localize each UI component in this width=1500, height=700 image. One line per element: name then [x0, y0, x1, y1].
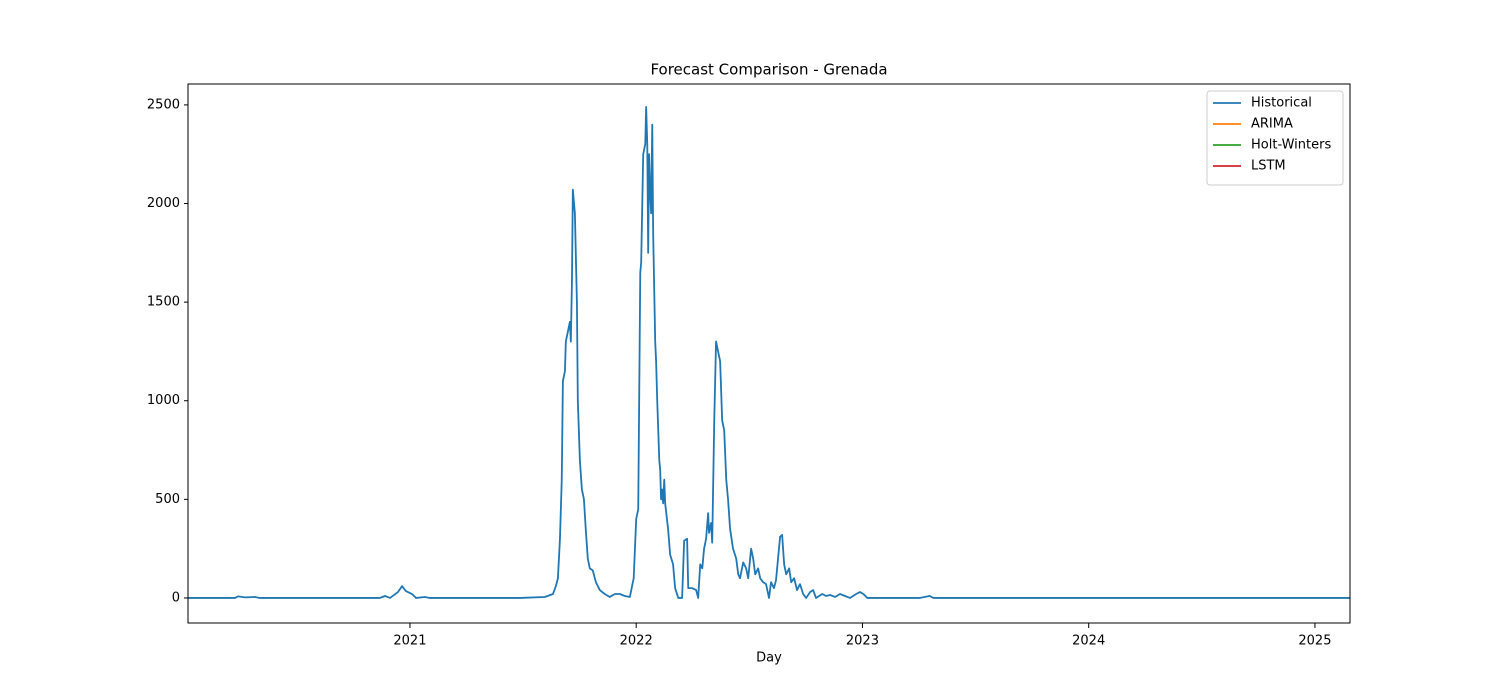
y-tick-label: 2000 [147, 196, 180, 211]
chart-title: Forecast Comparison - Grenada [650, 61, 887, 79]
x-tick-label: 2025 [1298, 634, 1331, 649]
legend-label: Holt-Winters [1251, 138, 1331, 153]
x-tick-label: 2023 [846, 634, 879, 649]
y-tick-label: 500 [155, 492, 180, 507]
x-tick-label: 2021 [393, 634, 426, 649]
legend-box [1206, 90, 1344, 186]
legend-label: LSTM [1251, 159, 1286, 174]
x-axis-label: Day [756, 651, 782, 666]
y-tick-label: 2500 [147, 97, 180, 112]
y-tick-label: 1500 [147, 295, 180, 310]
y-tick-label: 0 [172, 590, 180, 605]
y-tick-label: 1000 [147, 393, 180, 408]
series-line [188, 105, 1350, 599]
legend-label: Historical [1251, 96, 1312, 111]
x-tick-label: 2024 [1072, 634, 1105, 649]
x-tick-label: 2022 [620, 634, 653, 649]
plot-frame [187, 83, 1351, 624]
legend-label: ARIMA [1251, 117, 1293, 132]
